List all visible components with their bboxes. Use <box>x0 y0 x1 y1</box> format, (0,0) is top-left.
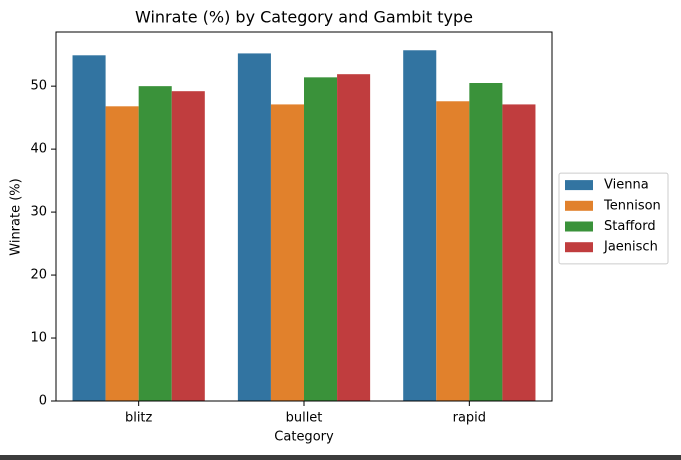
x-tick-label: bullet <box>286 411 323 426</box>
bar <box>337 74 371 401</box>
y-tick-label: 50 <box>30 79 47 94</box>
legend-frame <box>558 172 669 265</box>
x-axis-label: Category <box>274 430 334 445</box>
bar <box>436 101 470 402</box>
y-tick-label: 20 <box>30 268 47 283</box>
bar <box>502 104 536 401</box>
bar <box>237 53 271 402</box>
bar <box>403 50 437 401</box>
legend-swatch <box>565 200 593 211</box>
legend-label: Jaenisch <box>603 240 658 255</box>
bar <box>72 55 106 401</box>
legend-label: Stafford <box>604 219 656 234</box>
legend-label: Tennison <box>603 198 661 213</box>
bar <box>171 91 205 401</box>
x-tick-label: blitz <box>125 411 153 426</box>
bar <box>304 77 338 401</box>
chart-title: Winrate (%) by Category and Gambit type <box>135 8 473 27</box>
y-tick-label: 10 <box>30 331 47 346</box>
y-tick-label: 40 <box>30 142 47 157</box>
legend-swatch <box>565 221 593 232</box>
bar <box>469 83 503 401</box>
legend-swatch <box>565 180 593 191</box>
legend-swatch <box>565 242 593 253</box>
bar <box>105 106 139 401</box>
bottom-strip <box>0 455 681 460</box>
y-tick-label: 0 <box>39 394 47 409</box>
y-tick-label: 30 <box>30 205 47 220</box>
plot-frame <box>55 31 553 402</box>
x-tick-label: rapid <box>453 411 486 426</box>
bar <box>270 104 304 401</box>
bar <box>138 86 172 401</box>
legend-label: Vienna <box>604 178 649 193</box>
y-axis-label: Winrate (%) <box>9 178 24 255</box>
